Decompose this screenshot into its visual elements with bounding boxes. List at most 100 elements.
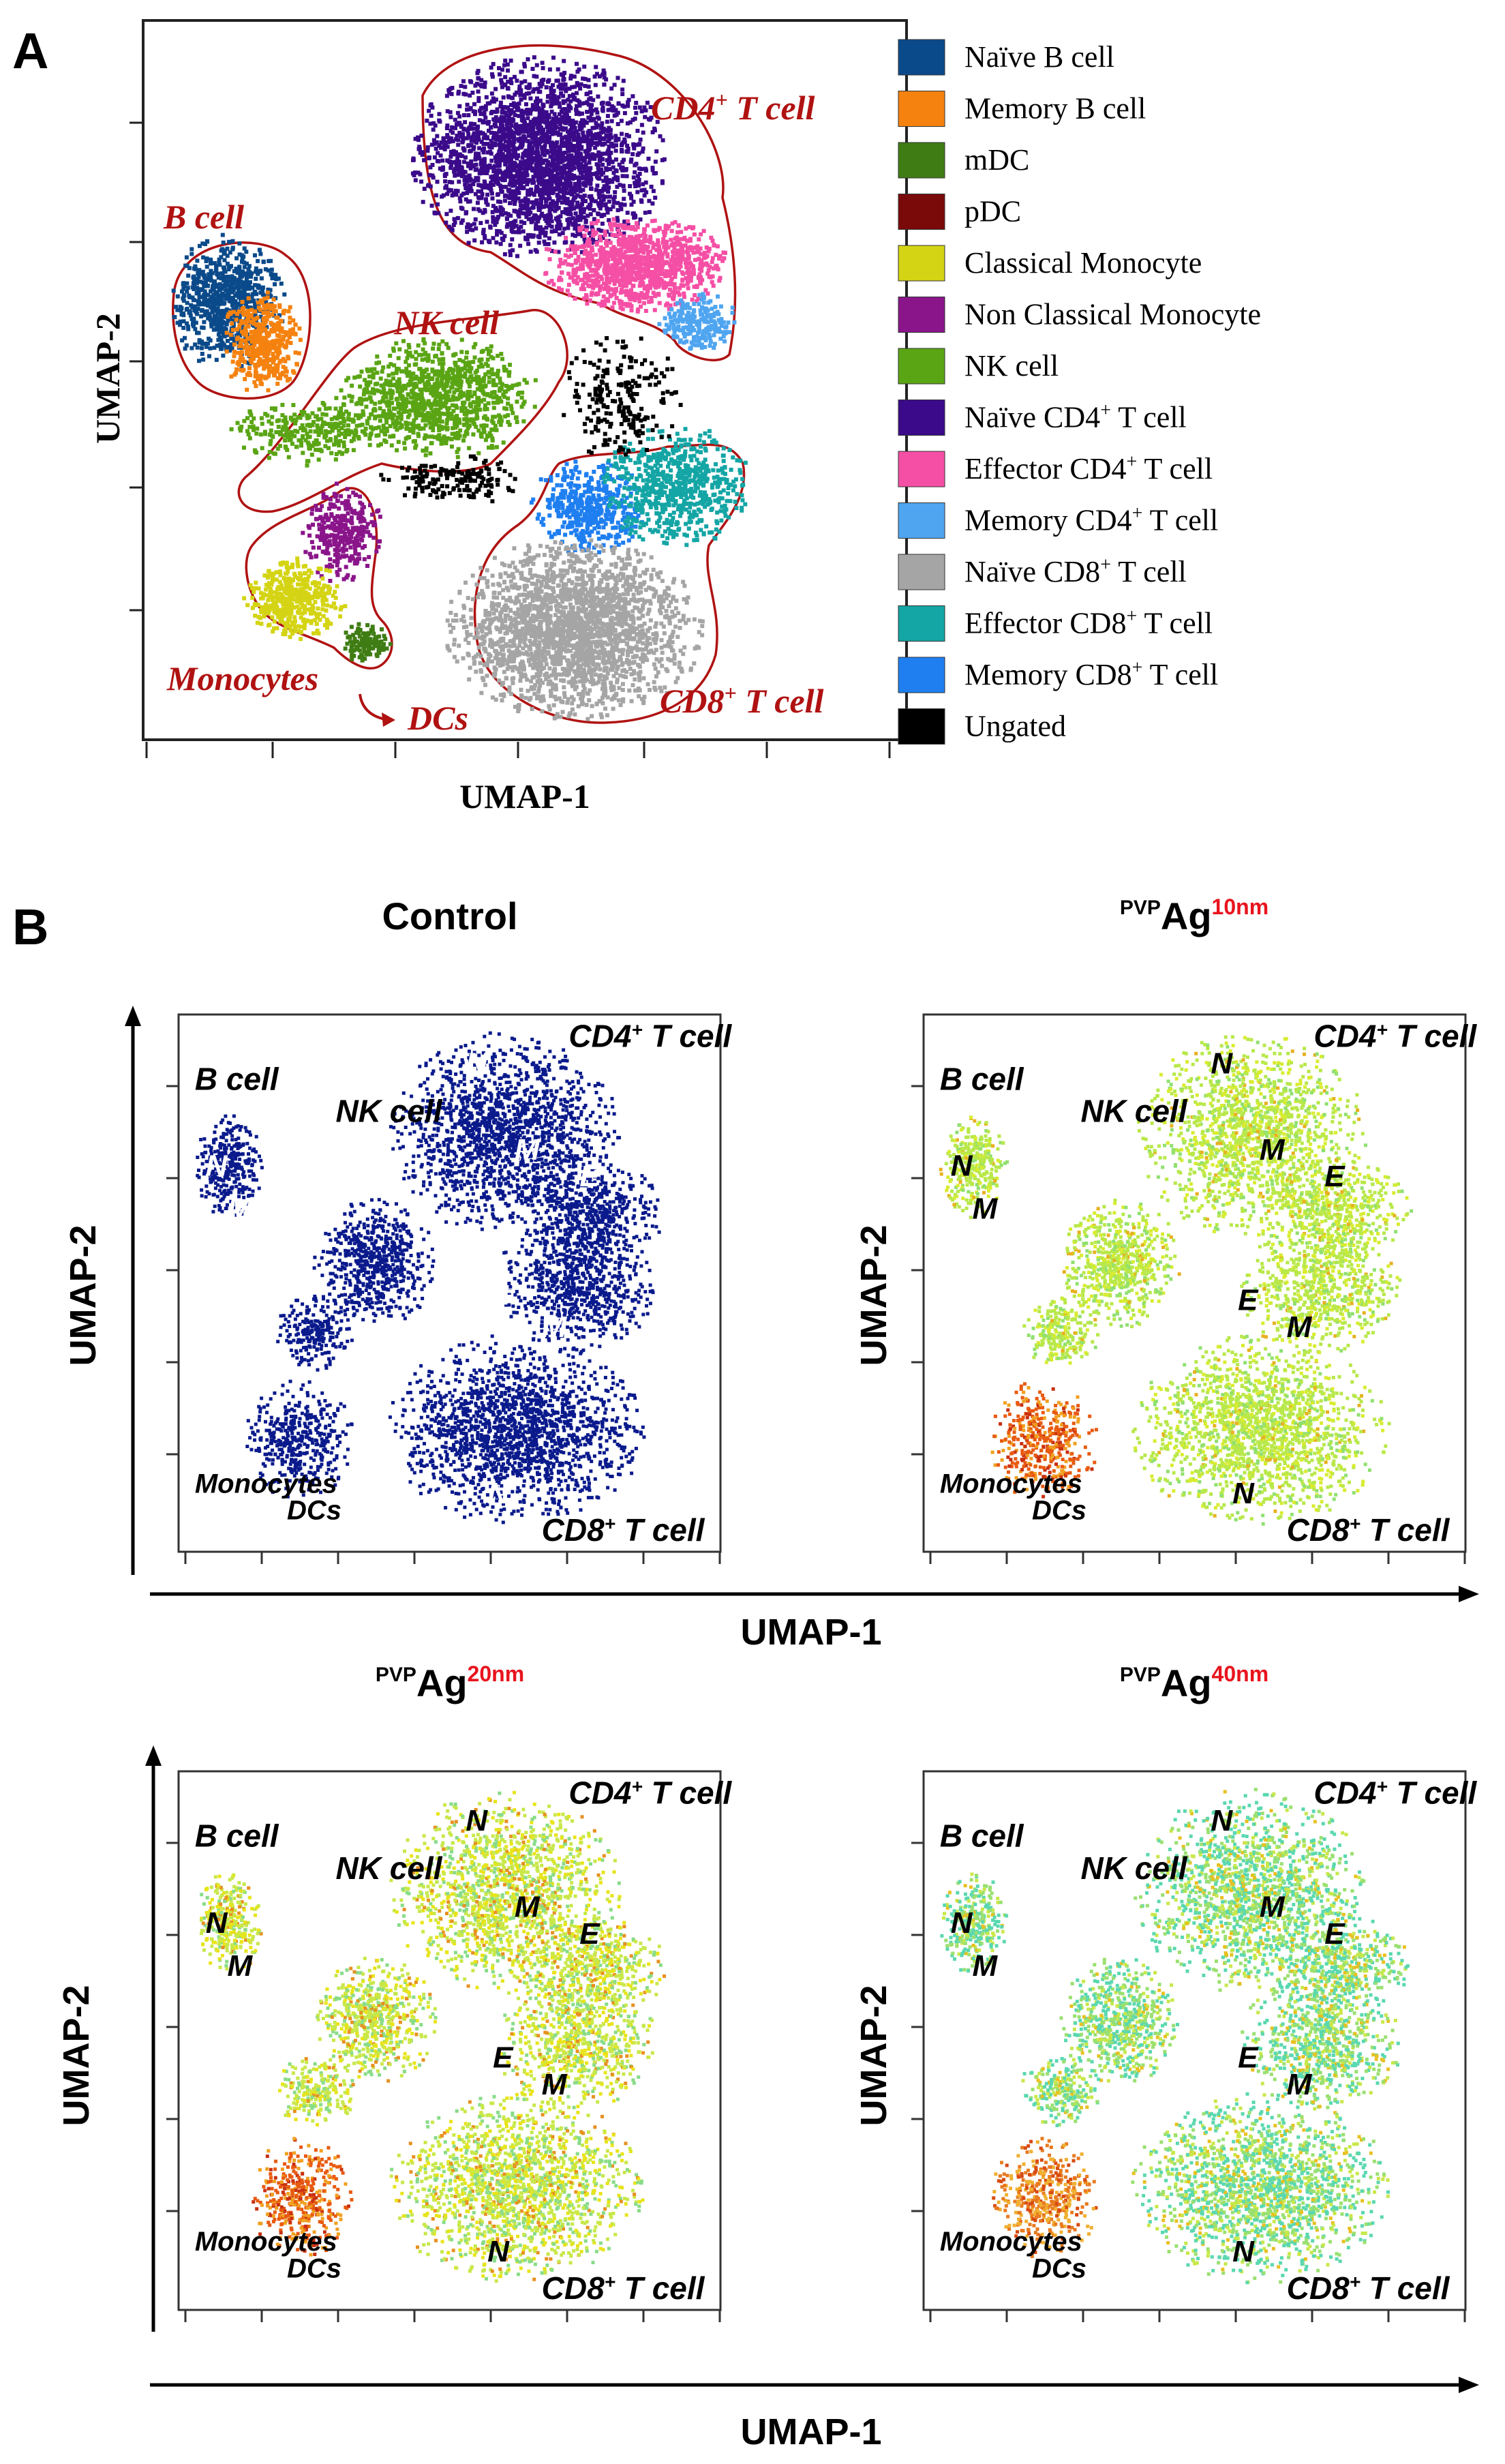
naive-b-cell-points-point — [187, 295, 192, 299]
naive-cd4-t-cell-points-point — [526, 200, 530, 205]
naive-cd4-t-cell-points-point — [633, 184, 638, 189]
naive-cd4-t-cell-points-point — [509, 123, 514, 128]
naive-cd4-t-cell-points-point — [583, 183, 588, 188]
naive-b-cell-points-point — [184, 255, 189, 260]
naive-cd4-t-cell-points-point — [485, 202, 490, 207]
effector-cd4-t-cell-points-point — [615, 273, 620, 278]
naive-cd4-t-cell-points-point — [621, 78, 626, 83]
naive-cd4-t-cell-points-point — [540, 178, 545, 183]
memory-b-cell-points-point — [228, 312, 233, 316]
naive-cd4-t-cell-points-point — [579, 139, 583, 143]
memory-b-cell-points-point — [253, 374, 258, 378]
naive-cd4-t-cell-points-point — [599, 167, 604, 172]
naive-cd4-t-cell-points-point — [650, 166, 655, 170]
naive-cd4-t-cell-points-point — [514, 90, 519, 95]
naive-cd4-t-cell-points-point — [491, 204, 496, 209]
effector-cd4-t-cell-points-point — [580, 285, 585, 290]
naive-b-cell-points-point — [254, 266, 258, 271]
effector-cd4-t-cell-points-point — [566, 262, 571, 267]
naive-cd4-t-cell-points-point — [555, 140, 560, 145]
naive-b-cell-points-point — [234, 256, 239, 260]
naive-cd4-t-cell-points-point — [573, 221, 578, 226]
naive-cd4-t-cell-points-point — [473, 157, 478, 162]
naive-cd4-t-cell-points-point — [574, 155, 579, 160]
naive-cd4-t-cell-points-point — [449, 154, 453, 159]
naive-cd4-t-cell-points-point — [577, 100, 581, 104]
naive-b-cell-points-point — [202, 284, 207, 288]
naive-b-cell-points-point — [282, 292, 287, 297]
effector-cd4-t-cell-points-point — [590, 221, 594, 226]
naive-cd4-t-cell-points-point — [453, 188, 458, 193]
naive-cd4-t-cell-points-point — [494, 240, 499, 245]
naive-cd4-t-cell-points-point — [565, 196, 570, 201]
effector-cd4-t-cell-points-point — [631, 225, 636, 230]
naive-cd4-t-cell-points-point — [509, 102, 513, 107]
naive-b-cell-points-point — [201, 357, 206, 362]
effector-cd4-t-cell-points-point — [590, 254, 594, 258]
naive-cd4-t-cell-points-point — [497, 142, 502, 147]
effector-cd4-t-cell-points-point — [584, 295, 589, 299]
naive-cd4-t-cell-points-point — [466, 175, 471, 180]
naive-cd4-t-cell-points-point — [535, 147, 540, 151]
naive-cd4-t-cell-points-point — [583, 84, 588, 89]
naive-cd4-t-cell-points-point — [506, 87, 511, 91]
naive-cd4-t-cell-points-point — [585, 172, 590, 177]
naive-cd4-t-cell-points-point — [563, 150, 568, 155]
memory-cd4-t-cell-points-point — [730, 310, 735, 315]
memory-b-cell-points-point — [238, 350, 243, 355]
naive-cd4-t-cell-points-point — [562, 200, 567, 205]
naive-cd4-t-cell-points-point — [650, 168, 655, 172]
effector-cd4-t-cell-points-point — [670, 290, 675, 295]
effector-cd4-t-cell-points-point — [717, 255, 722, 260]
naive-cd4-t-cell-points-point — [497, 130, 502, 134]
memory-cd4-t-cell-points-point — [693, 314, 697, 319]
naive-cd4-t-cell-points-point — [501, 95, 506, 100]
naive-b-cell-points-point — [241, 293, 246, 298]
naive-cd4-t-cell-points-point — [466, 113, 471, 117]
naive-cd4-t-cell-points-point — [481, 131, 485, 136]
naive-cd4-t-cell-points-point — [462, 148, 467, 153]
effector-cd4-t-cell-points-point — [686, 250, 690, 255]
naive-cd4-t-cell-points-point — [608, 127, 613, 132]
naive-cd4-t-cell-points-point — [588, 166, 593, 170]
memory-b-cell-points-point — [252, 321, 256, 326]
naive-b-cell-points-point — [192, 284, 197, 289]
naive-cd4-t-cell-points-point — [461, 113, 466, 117]
naive-cd4-t-cell-points-point — [647, 198, 652, 203]
naive-cd4-t-cell-points-point — [534, 100, 538, 104]
effector-cd4-t-cell-points-point — [632, 248, 637, 253]
naive-cd4-t-cell-points-point — [543, 217, 547, 222]
naive-cd4-t-cell-points-point — [534, 165, 539, 170]
memory-cd4-t-cell-points-point — [682, 334, 687, 339]
naive-b-cell-points-point — [181, 296, 185, 301]
naive-cd4-t-cell-points-point — [660, 138, 665, 142]
naive-cd4-t-cell-points-point — [584, 175, 589, 180]
naive-cd4-t-cell-points-point — [564, 170, 569, 175]
naive-cd4-t-cell-points-point — [508, 253, 513, 258]
naive-cd4-t-cell-points-point — [508, 162, 513, 166]
naive-cd4-t-cell-points-point — [578, 217, 583, 222]
naive-cd4-t-cell-points-point — [571, 121, 576, 126]
naive-cd4-t-cell-points-point — [575, 70, 580, 74]
effector-cd4-t-cell-points-point — [652, 284, 657, 288]
naive-cd4-t-cell-points-point — [534, 74, 539, 79]
naive-cd4-t-cell-points-point — [445, 123, 450, 128]
naive-cd4-t-cell-points-point — [463, 197, 468, 202]
naive-cd4-t-cell-points-point — [559, 196, 564, 200]
naive-cd4-t-cell-points-point — [556, 117, 560, 122]
naive-cd4-t-cell-points-point — [482, 110, 487, 115]
naive-cd4-t-cell-points-point — [547, 223, 551, 228]
naive-cd4-t-cell-points-point — [491, 220, 496, 224]
naive-cd4-t-cell-points-point — [504, 216, 509, 221]
naive-cd4-t-cell-points-point — [574, 137, 579, 142]
naive-cd4-t-cell-points-point — [453, 125, 457, 130]
naive-cd4-t-cell-points-point — [508, 121, 513, 125]
naive-cd4-t-cell-points-point — [511, 225, 516, 229]
naive-cd4-t-cell-points-point — [567, 140, 572, 145]
effector-cd4-t-cell-points-point — [568, 292, 572, 297]
naive-cd4-t-cell-points-point — [455, 215, 460, 220]
naive-cd4-t-cell-points-point — [481, 170, 485, 175]
naive-cd4-t-cell-points-point — [473, 110, 477, 115]
effector-cd4-t-cell-points-point — [673, 275, 678, 280]
naive-b-cell-points-point — [234, 303, 239, 308]
